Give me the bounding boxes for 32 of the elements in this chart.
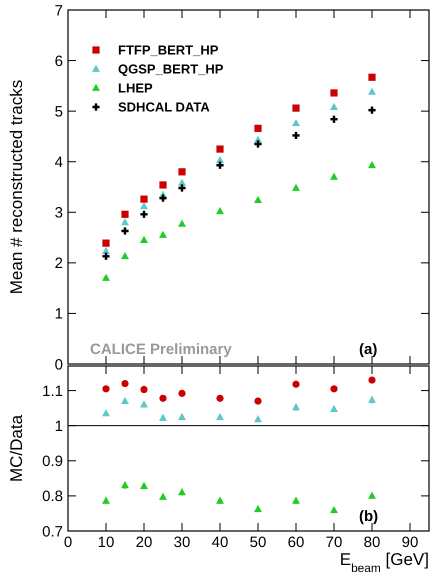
annotation: CALICE Preliminary	[90, 341, 232, 358]
legend-label: FTFP_BERT_HP	[118, 42, 219, 58]
x-tick-label: 60	[288, 534, 304, 551]
annotation: (b)	[359, 508, 378, 525]
y-tick-label: 0.7	[42, 523, 63, 540]
x-tick-label: 90	[402, 534, 418, 551]
x-tick-label: 30	[174, 534, 190, 551]
x-axis-title: E$_{beam}$ [GeV]	[340, 550, 429, 572]
x-tick-label: 80	[364, 534, 380, 551]
y-tick-label: 0	[54, 356, 63, 374]
y-tick-label: 1	[54, 306, 63, 323]
y-tick-label: 5	[54, 103, 63, 120]
annotation: (a)	[359, 341, 378, 358]
x-tick-label: 50	[250, 534, 266, 551]
legend-label: LHEP	[118, 80, 153, 96]
x-tick-label: 70	[326, 534, 342, 551]
y-tick-label: 3	[54, 204, 63, 222]
y-axis-title: MC/Data	[7, 414, 26, 482]
y-tick-label: 1.1	[42, 382, 63, 400]
y-tick-label: 7	[54, 2, 63, 20]
y-tick-label: 4	[54, 154, 63, 171]
legend-label: SDHCAL DATA	[118, 100, 210, 115]
legend-label: QGSP_BERT_HP	[118, 62, 224, 77]
x-tick-label: 20	[136, 534, 152, 551]
y-tick-label: 0.9	[42, 453, 63, 470]
x-tick-label: 10	[98, 534, 114, 551]
x-tick-label: 40	[212, 534, 228, 551]
y-axis-title: Mean # reconstructed tracks	[7, 80, 26, 294]
y-tick-label: 1	[54, 418, 63, 435]
y-tick-label: 0.8	[42, 488, 63, 506]
y-tick-label: 2	[54, 255, 63, 272]
y-tick-label: 6	[54, 52, 63, 70]
